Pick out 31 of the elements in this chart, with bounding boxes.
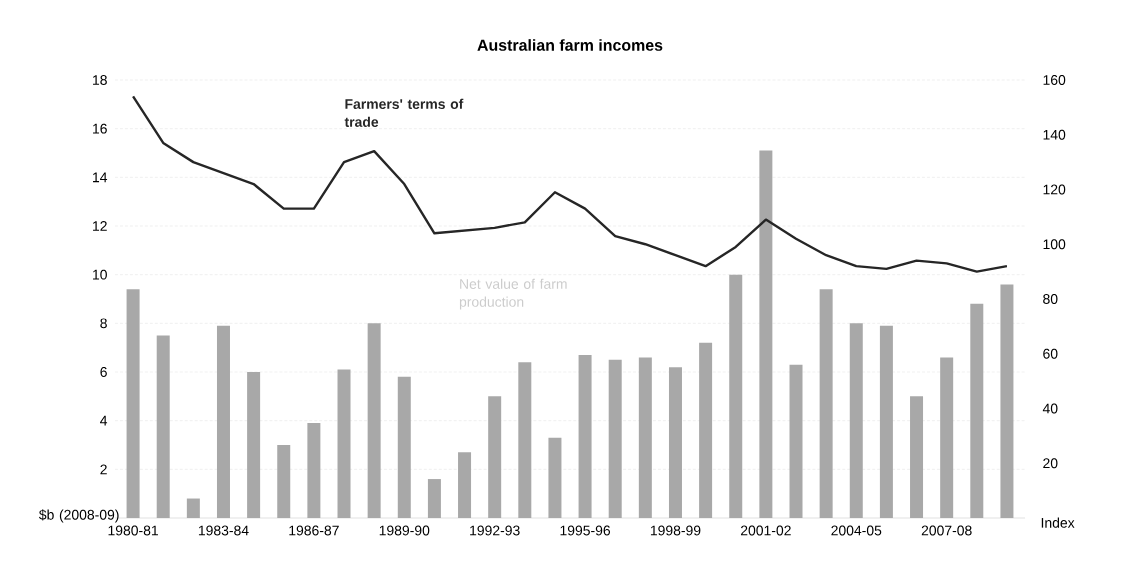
- y2-axis-title: Index: [1041, 517, 1075, 528]
- y2-tick-label: 20: [1043, 458, 1058, 469]
- x-tick-label: 1998-99: [650, 525, 701, 536]
- y2-tick-label: 140: [1043, 129, 1066, 140]
- y2-tick-label: 80: [1043, 294, 1058, 304]
- x-tick-label: 2004-05: [831, 525, 882, 536]
- y-tick-label: 8: [100, 318, 107, 329]
- y-tick-label: 14: [93, 172, 108, 183]
- y2-tick-label: 40: [1042, 403, 1058, 414]
- x-tick-label: 1983-84: [198, 525, 249, 536]
- x-tick-label: 2007-08: [921, 525, 972, 536]
- y2-tick-label: 160: [1043, 75, 1066, 85]
- y-tick-label: 12: [93, 221, 107, 231]
- y-tick-label: 16: [93, 123, 107, 134]
- x-tick-label: 1992-93: [470, 525, 520, 536]
- y-tick-label: 18: [93, 75, 107, 85]
- x-tick-label: 1989-90: [379, 525, 430, 536]
- y2-tick-label: 60: [1043, 348, 1058, 359]
- text: Farmers' terms of trade: [344, 98, 464, 127]
- y2-tick-label: 100: [1043, 239, 1066, 250]
- y-axis-title: $b (2008-09): [39, 509, 119, 523]
- x-tick-label: 1980-81: [108, 525, 158, 536]
- y-tick-label: 10: [93, 269, 107, 280]
- y-tick-label: 4: [100, 415, 108, 426]
- x-tick-label: 2001-02: [740, 525, 791, 536]
- x-tick-label: 1986-87: [289, 525, 339, 536]
- y2-tick-label: 120: [1043, 184, 1066, 195]
- chart-title: Australian farm incomes: [477, 39, 663, 51]
- y-tick-label: 2: [100, 464, 107, 475]
- y-tick-label: 6: [100, 367, 107, 377]
- x-tick-label: 1995-96: [560, 525, 611, 536]
